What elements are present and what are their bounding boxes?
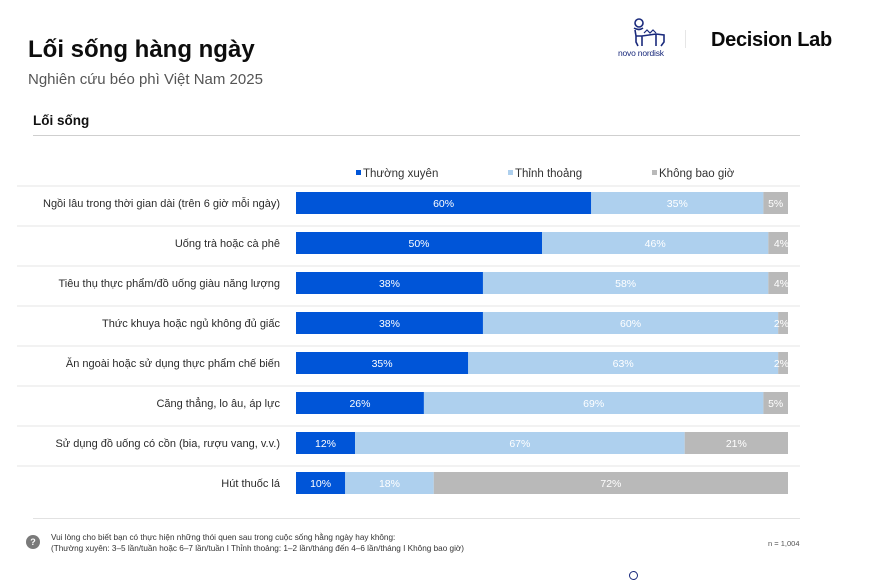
bar-segment-2 xyxy=(433,472,788,494)
category-label: Tiêu thụ thực phẩm/đồ uống giàu năng lượ… xyxy=(58,278,280,290)
value-label: 69% xyxy=(583,398,604,410)
survey-question-line2: (Thường xuyên: 3–5 lần/tuần hoặc 6–7 lần… xyxy=(51,544,465,553)
legend-swatch-2 xyxy=(652,170,657,175)
chart-legend: Thường xuyên Thỉnh thoảng Không bao giờ xyxy=(356,168,735,180)
legend-label-1: Thỉnh thoảng xyxy=(515,168,582,180)
section-title: Lối sống xyxy=(33,113,90,128)
bar-segment-1 xyxy=(355,432,685,454)
category-labels: Ngồi lâu trong thời gian dài (trên 6 giờ… xyxy=(43,197,281,490)
value-label: 21% xyxy=(726,438,747,450)
value-label: 18% xyxy=(379,478,400,490)
value-label: 67% xyxy=(509,438,530,450)
page-title: Lối sống hàng ngày xyxy=(28,36,255,63)
page-subtitle: Nghiên cứu béo phì Việt Nam 2025 xyxy=(28,71,263,88)
footer-divider xyxy=(33,518,800,519)
bar-segment-1 xyxy=(468,352,779,374)
value-label: 5% xyxy=(768,398,783,410)
legend-swatch-1 xyxy=(508,170,513,175)
bar-segment-1 xyxy=(542,232,769,254)
section-divider xyxy=(33,135,800,136)
novo-nordisk-wordmark: novo nordisk xyxy=(618,48,664,58)
logo-divider xyxy=(685,30,686,48)
value-label: 35% xyxy=(372,358,393,370)
bar-segment-0 xyxy=(296,192,592,214)
bar-segment-2 xyxy=(768,232,788,254)
legend-swatch-0 xyxy=(356,170,361,175)
survey-question-note: Vui lòng cho biết bạn có thực hiện những… xyxy=(51,532,464,554)
value-label: 12% xyxy=(315,438,336,450)
category-label: Sử dụng đồ uống có cồn (bia, rượu vang, … xyxy=(55,438,280,450)
value-label: 58% xyxy=(615,278,636,290)
value-label: 60% xyxy=(620,318,641,330)
category-label: Hút thuốc lá xyxy=(221,478,281,490)
novo-nordisk-logo: novo nordisk xyxy=(618,18,678,60)
value-label: 5% xyxy=(768,198,783,210)
value-label: 72% xyxy=(600,478,621,490)
value-label: 60% xyxy=(433,198,454,210)
value-label: 4% xyxy=(774,278,789,290)
bar-segment-1 xyxy=(423,392,764,414)
bull-icon xyxy=(633,18,665,47)
legend-label-2: Không bao giờ xyxy=(659,168,735,180)
bar-segment-1 xyxy=(345,472,434,494)
bar-segment-0 xyxy=(296,472,346,494)
value-label: 10% xyxy=(310,478,331,490)
bar-segment-2 xyxy=(763,392,788,414)
value-label: 35% xyxy=(667,198,688,210)
bar-segment-2 xyxy=(684,432,788,454)
bar-segment-0 xyxy=(296,392,424,414)
value-label: 4% xyxy=(774,238,789,250)
value-labels: 60% 35% 5% 50% 46% 4% 38% 58% 4% 38% 60% 2% 35% 63% 2%… xyxy=(310,198,789,490)
category-label: Uống trà hoặc cà phê xyxy=(175,238,280,250)
category-label: Ăn ngoài hoặc sử dụng thực phẩm chế biến xyxy=(66,357,280,370)
bar-segment-2 xyxy=(778,312,788,334)
value-label: 46% xyxy=(645,238,666,250)
bar-segment-0 xyxy=(296,352,469,374)
cropped-logo-glyph-icon xyxy=(629,571,638,580)
bar-segments xyxy=(296,192,788,494)
value-label: 26% xyxy=(349,398,370,410)
survey-question-line1: Vui lòng cho biết bạn có thực hiện những… xyxy=(51,533,396,542)
bar-segment-0 xyxy=(296,232,542,254)
decision-lab-logo: Decision Lab xyxy=(711,29,832,51)
bar-segment-0 xyxy=(296,272,483,294)
bar-segment-2 xyxy=(768,272,788,294)
bar-segment-0 xyxy=(296,432,356,454)
bar-segment-0 xyxy=(296,312,483,334)
bar-segment-1 xyxy=(482,272,769,294)
category-label: Thức khuya hoặc ngủ không đủ giấc xyxy=(102,318,280,330)
row-separators xyxy=(17,185,800,467)
value-label: 38% xyxy=(379,278,400,290)
legend-label-0: Thường xuyên xyxy=(363,168,438,180)
value-label: 38% xyxy=(379,318,400,330)
value-label: 2% xyxy=(774,318,789,330)
value-label: 50% xyxy=(408,238,429,250)
bar-segment-1 xyxy=(591,192,764,214)
bar-segment-1 xyxy=(482,312,779,334)
category-label: Ngồi lâu trong thời gian dài (trên 6 giờ… xyxy=(43,197,280,210)
category-label: Căng thẳng, lo âu, áp lực xyxy=(156,397,280,410)
question-icon: ? xyxy=(26,535,40,549)
sample-size: n = 1,004 xyxy=(768,539,800,548)
bar-segment-2 xyxy=(763,192,788,214)
value-label: 63% xyxy=(613,358,634,370)
bar-segment-2 xyxy=(778,352,788,374)
value-label: 2% xyxy=(774,358,789,370)
